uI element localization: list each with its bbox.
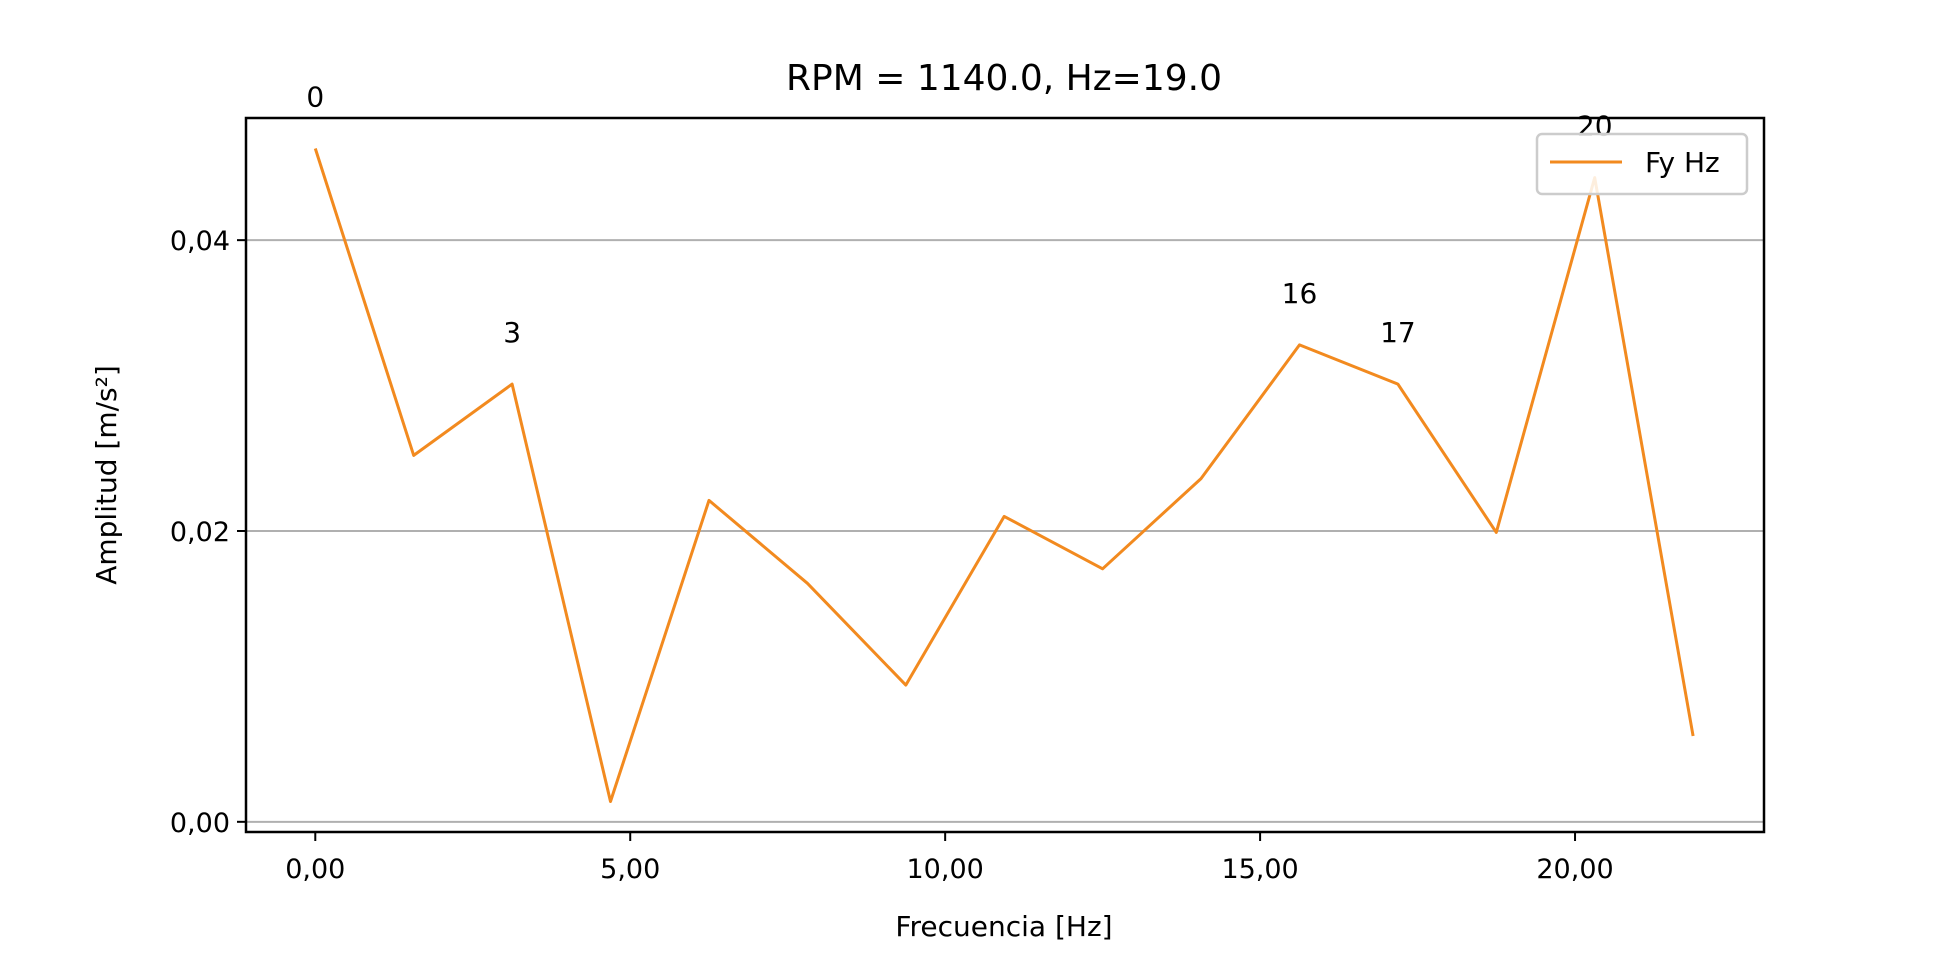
plot-frame bbox=[244, 116, 1766, 834]
grid bbox=[246, 239, 1764, 823]
x-tick-label: 0,00 bbox=[285, 854, 345, 885]
point-annotation: 0 bbox=[306, 81, 324, 114]
y-axis-label: Amplitud [m/s²] bbox=[90, 365, 123, 585]
axis-ticks: 0,00 0,02 0,04 0,00 5,00 10,00 15,00 20,00 bbox=[170, 226, 1614, 885]
x-tick-label: 20,00 bbox=[1536, 854, 1613, 885]
y-tick-label: 0,00 bbox=[170, 808, 230, 839]
x-tick-label: 5,00 bbox=[600, 854, 660, 885]
legend: Fy Hz bbox=[1535, 132, 1749, 196]
point-annotation: 17 bbox=[1380, 316, 1416, 349]
series-line-fy-hz bbox=[313, 148, 1695, 803]
y-tick-label: 0,04 bbox=[170, 226, 230, 257]
x-axis-label: Frecuencia [Hz] bbox=[895, 910, 1112, 943]
legend-label: Fy Hz bbox=[1645, 146, 1720, 179]
series-layer bbox=[313, 148, 1695, 803]
point-annotation: 3 bbox=[503, 316, 521, 349]
y-tick-label: 0,02 bbox=[170, 517, 230, 548]
chart-title: RPM = 1140.0, Hz=19.0 bbox=[786, 58, 1222, 99]
legend-box bbox=[1535, 132, 1749, 196]
point-annotation: 16 bbox=[1282, 277, 1318, 310]
x-tick-label: 10,00 bbox=[907, 854, 984, 885]
x-tick-label: 15,00 bbox=[1221, 854, 1298, 885]
